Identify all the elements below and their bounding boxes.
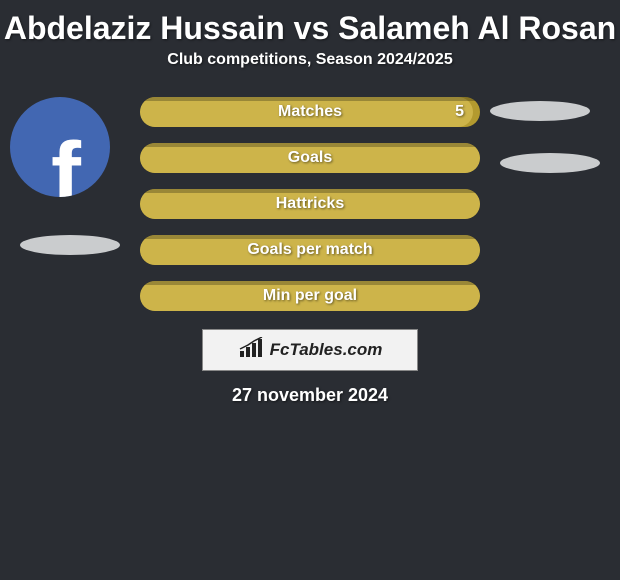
fctables-logo[interactable]: FcTables.com	[202, 329, 418, 371]
bar-matches: Matches 5	[140, 97, 480, 127]
bar-label: Hattricks	[140, 189, 480, 219]
player2-shadow-2	[500, 153, 600, 173]
bar-min-per-goal: Min per goal	[140, 281, 480, 311]
bar-goals: Goals	[140, 143, 480, 173]
bar-label: Matches	[140, 97, 480, 127]
page-title: Abdelaziz Hussain vs Salameh Al Rosan	[0, 0, 620, 51]
bar-label: Goals per match	[140, 235, 480, 265]
player2-shadow-1	[490, 101, 590, 121]
bar-label: Goals	[140, 143, 480, 173]
bar-value: 5	[455, 97, 464, 127]
bar-label: Min per goal	[140, 281, 480, 311]
comparison-card: Abdelaziz Hussain vs Salameh Al Rosan Cl…	[0, 0, 620, 406]
content-area: f Matches 5 Goals Hattricks	[0, 97, 620, 406]
bar-hattricks: Hattricks	[140, 189, 480, 219]
player1-avatar: f	[10, 97, 110, 197]
bar-goals-per-match: Goals per match	[140, 235, 480, 265]
chart-icon	[238, 337, 266, 364]
stat-bars: Matches 5 Goals Hattricks Goals per matc…	[140, 97, 480, 311]
date-text: 27 november 2024	[0, 385, 620, 406]
logo-text: FcTables.com	[270, 340, 383, 360]
player1-shadow	[20, 235, 120, 255]
facebook-f-icon: f	[51, 144, 81, 197]
subtitle: Club competitions, Season 2024/2025	[0, 51, 620, 69]
